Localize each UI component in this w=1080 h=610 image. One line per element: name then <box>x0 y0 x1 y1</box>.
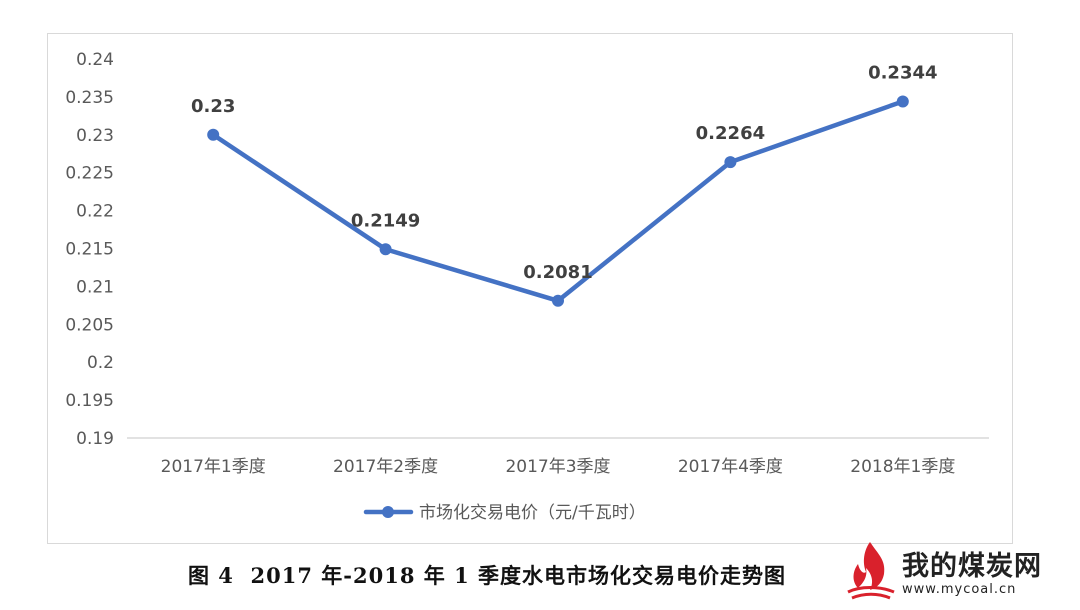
data-point <box>379 243 392 256</box>
y-tick-label: 0.22 <box>76 202 114 222</box>
watermark-name: 我的煤炭网 <box>902 551 1042 582</box>
watermark-url: www.mycoal.cn <box>902 582 1017 597</box>
data-label: 0.2081 <box>523 262 592 283</box>
y-tick-label: 0.195 <box>65 391 114 411</box>
y-tick-label: 0.19 <box>76 429 114 449</box>
x-category-label: 2017年1季度 <box>161 457 266 477</box>
data-point <box>552 294 564 307</box>
legend-label: 市场化交易电价（元/千瓦时） <box>419 503 646 523</box>
y-tick-label: 0.24 <box>76 50 114 70</box>
data-label: 0.23 <box>191 96 235 117</box>
data-label: 0.2264 <box>696 123 765 144</box>
data-label: 0.2149 <box>351 210 420 231</box>
y-tick-label: 0.2 <box>87 353 114 373</box>
legend-marker <box>382 506 394 518</box>
y-tick-label: 0.225 <box>65 164 114 184</box>
data-point <box>896 95 909 108</box>
line-chart: 0.19 0.195 0.2 0.205 0.21 0.215 0.22 0.225 0.23 0… <box>65 50 989 523</box>
x-category-label: 2018年1季度 <box>850 457 955 477</box>
watermark: 我的煤炭网 www.mycoal.cn <box>838 538 1074 606</box>
data-point <box>207 128 220 141</box>
figure-caption: 图 4 2017 年-2018 年 1 季度水电市场化交易电价走势图 <box>188 563 787 588</box>
y-tick-label: 0.215 <box>65 240 114 260</box>
chart-frame: 0.19 0.195 0.2 0.205 0.21 0.215 0.22 0.225 0.23 0… <box>47 33 1013 544</box>
data-label: 0.2344 <box>868 62 937 83</box>
y-tick-label: 0.21 <box>76 277 114 297</box>
y-tick-label: 0.205 <box>65 315 114 335</box>
data-point <box>724 156 737 169</box>
x-category-label: 2017年4季度 <box>678 457 783 477</box>
y-tick-label: 0.23 <box>76 126 114 146</box>
x-category-label: 2017年2季度 <box>333 457 438 477</box>
y-tick-label: 0.235 <box>65 88 114 108</box>
flame-logo-icon <box>847 542 895 600</box>
x-category-label: 2017年3季度 <box>505 457 610 477</box>
